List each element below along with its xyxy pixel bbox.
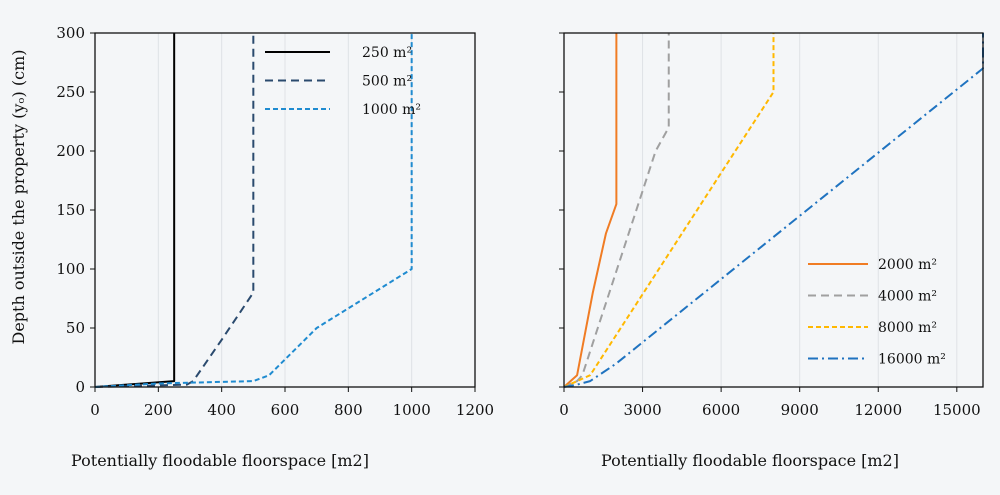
chart-panel-1: 0 200 400 600 800 1000 1200 0 50 100 150 200 250 300 P… <box>9 24 494 470</box>
legend-label-2: 500 m² <box>362 74 412 90</box>
legend-label-3: 8000 m² <box>878 320 937 336</box>
x-tick-label: 9000 <box>781 401 819 419</box>
x-tick-label: 15000 <box>933 401 981 419</box>
legend-label-2: 4000 m² <box>878 289 937 305</box>
x-tick-label: 200 <box>144 401 173 419</box>
plot-area <box>564 33 983 387</box>
x-tick-label: 1000 <box>393 401 431 419</box>
y-tick-label: 100 <box>56 260 85 278</box>
legend-label-3: 1000 m² <box>362 102 421 118</box>
series-line-2 <box>563 33 670 388</box>
x-tick-label: 0 <box>90 401 100 419</box>
y-tick-label: 0 <box>75 378 85 396</box>
x-tick-label: 400 <box>207 401 236 419</box>
x-tick-label: 600 <box>271 401 300 419</box>
legend-label-1: 2000 m² <box>878 257 937 273</box>
x-tick-label: 1200 <box>456 401 494 419</box>
series-line-2 <box>94 33 255 388</box>
y-tick-label: 300 <box>56 24 85 42</box>
x-tick-label: 3000 <box>623 401 661 419</box>
y-axis-title: Depth outside the property (yₒ) (cm) <box>9 50 28 345</box>
series-line-3 <box>94 33 413 388</box>
x-tick-label: 0 <box>559 401 569 419</box>
legend-label-4: 16000 m² <box>878 352 946 368</box>
y-tick-label: 200 <box>56 142 85 160</box>
x-tick-label: 12000 <box>854 401 902 419</box>
x-tick-label: 6000 <box>702 401 740 419</box>
legend: 2000 m² 4000 m² 8000 m² 16000 m² <box>808 257 946 368</box>
y-tick-label: 150 <box>56 201 85 219</box>
y-tick-label: 50 <box>66 319 85 337</box>
series-line-1 <box>563 33 618 388</box>
y-tick-label: 250 <box>56 83 85 101</box>
chart-panel-2: 0 3000 6000 9000 12000 15000 Potentially flood… <box>559 32 984 470</box>
x-tick-label: 800 <box>334 401 363 419</box>
x-axis-title: Potentially floodable floorspace [m2] <box>71 451 369 470</box>
series-line-3 <box>563 33 775 388</box>
x-axis-title: Potentially floodable floorspace [m2] <box>601 451 899 470</box>
legend-label-1: 250 m² <box>362 45 412 61</box>
legend: 250 m² 500 m² 1000 m² <box>265 45 421 118</box>
